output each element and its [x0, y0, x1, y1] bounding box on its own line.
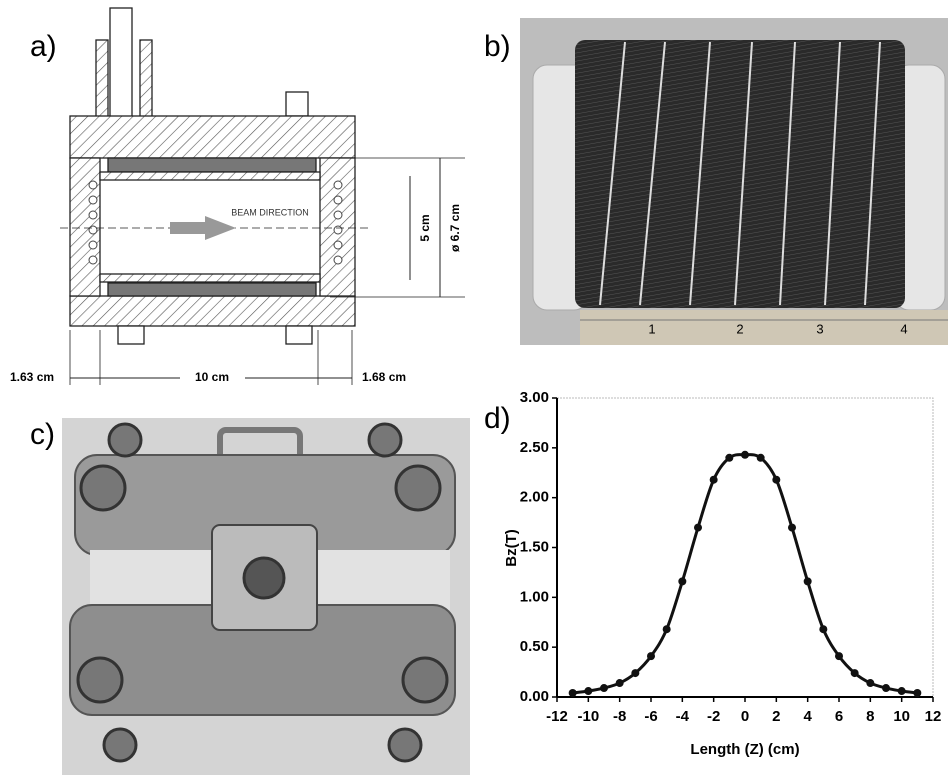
x-tick-label: 8	[866, 708, 874, 725]
block-photo	[62, 418, 470, 775]
x-tick-label: 6	[835, 708, 843, 725]
annotation: ø 6.7 cm	[448, 204, 462, 252]
point	[568, 689, 577, 698]
x-axis-label: Length (Z) (cm)	[690, 741, 799, 758]
x-tick-label: 10	[893, 708, 910, 725]
y-tick-label: 1.50	[520, 538, 549, 555]
point	[631, 669, 640, 678]
point	[615, 679, 624, 688]
point	[756, 453, 765, 462]
drawing	[60, 7, 465, 385]
point	[913, 689, 922, 698]
chart: 0.00 0.50 1.00 1.50 2.00 2.50 3.00 -12 -10 -8 -6 -4…	[520, 389, 942, 725]
point	[772, 475, 781, 484]
point	[694, 523, 702, 532]
y-tick-label: 2.00	[520, 489, 549, 506]
point	[662, 625, 671, 634]
point	[866, 679, 875, 688]
annotation: 1.63 cm	[10, 370, 54, 384]
x-tick-label: 2	[772, 708, 780, 725]
point	[850, 669, 859, 678]
point	[803, 577, 812, 586]
point	[725, 453, 734, 462]
plot-frame	[556, 397, 934, 698]
point	[709, 475, 718, 484]
panel-label: d)	[484, 402, 511, 435]
x-tick-label: -8	[613, 708, 626, 725]
y-tick-label: 2.50	[520, 439, 549, 456]
y-tick-label: 0.50	[520, 638, 549, 655]
y-axis-label: Bz(T)	[503, 529, 520, 567]
point	[788, 523, 796, 532]
x-tick-label: -12	[546, 708, 568, 725]
point	[678, 577, 687, 586]
x-tick-label: 4	[803, 708, 812, 725]
point	[897, 687, 906, 696]
ruler-label: 3	[816, 321, 823, 336]
point	[882, 684, 890, 693]
ruler-label: 4	[900, 321, 907, 336]
point	[835, 652, 843, 661]
point	[600, 684, 608, 693]
annotation: 1.68 cm	[362, 370, 406, 384]
annotation: BEAM DIRECTION	[231, 207, 309, 217]
point	[647, 652, 655, 661]
coil-photo	[520, 18, 948, 345]
x-tick-label: 12	[925, 708, 942, 725]
x-tick-label: -2	[707, 708, 720, 725]
panel-label: c)	[30, 418, 55, 451]
x-tick-label: -6	[644, 708, 657, 725]
panel-label: b)	[484, 30, 511, 63]
x-tick-label: -4	[676, 708, 690, 725]
ruler-label: 1	[648, 321, 655, 336]
point	[819, 625, 828, 634]
point	[741, 450, 749, 459]
panel-label: a)	[30, 30, 57, 63]
y-tick-label: 0.00	[520, 688, 549, 705]
annotation: 5 cm	[418, 214, 432, 241]
y-tick-label: 1.00	[520, 588, 549, 605]
line	[572, 453, 918, 695]
point	[584, 687, 593, 696]
annotation: 10 cm	[195, 370, 229, 384]
y-tick-label: 3.00	[520, 389, 549, 406]
x-tick-label: 0	[741, 708, 749, 725]
x-tick-label: -10	[577, 708, 599, 725]
ruler-label: 2	[736, 321, 743, 336]
